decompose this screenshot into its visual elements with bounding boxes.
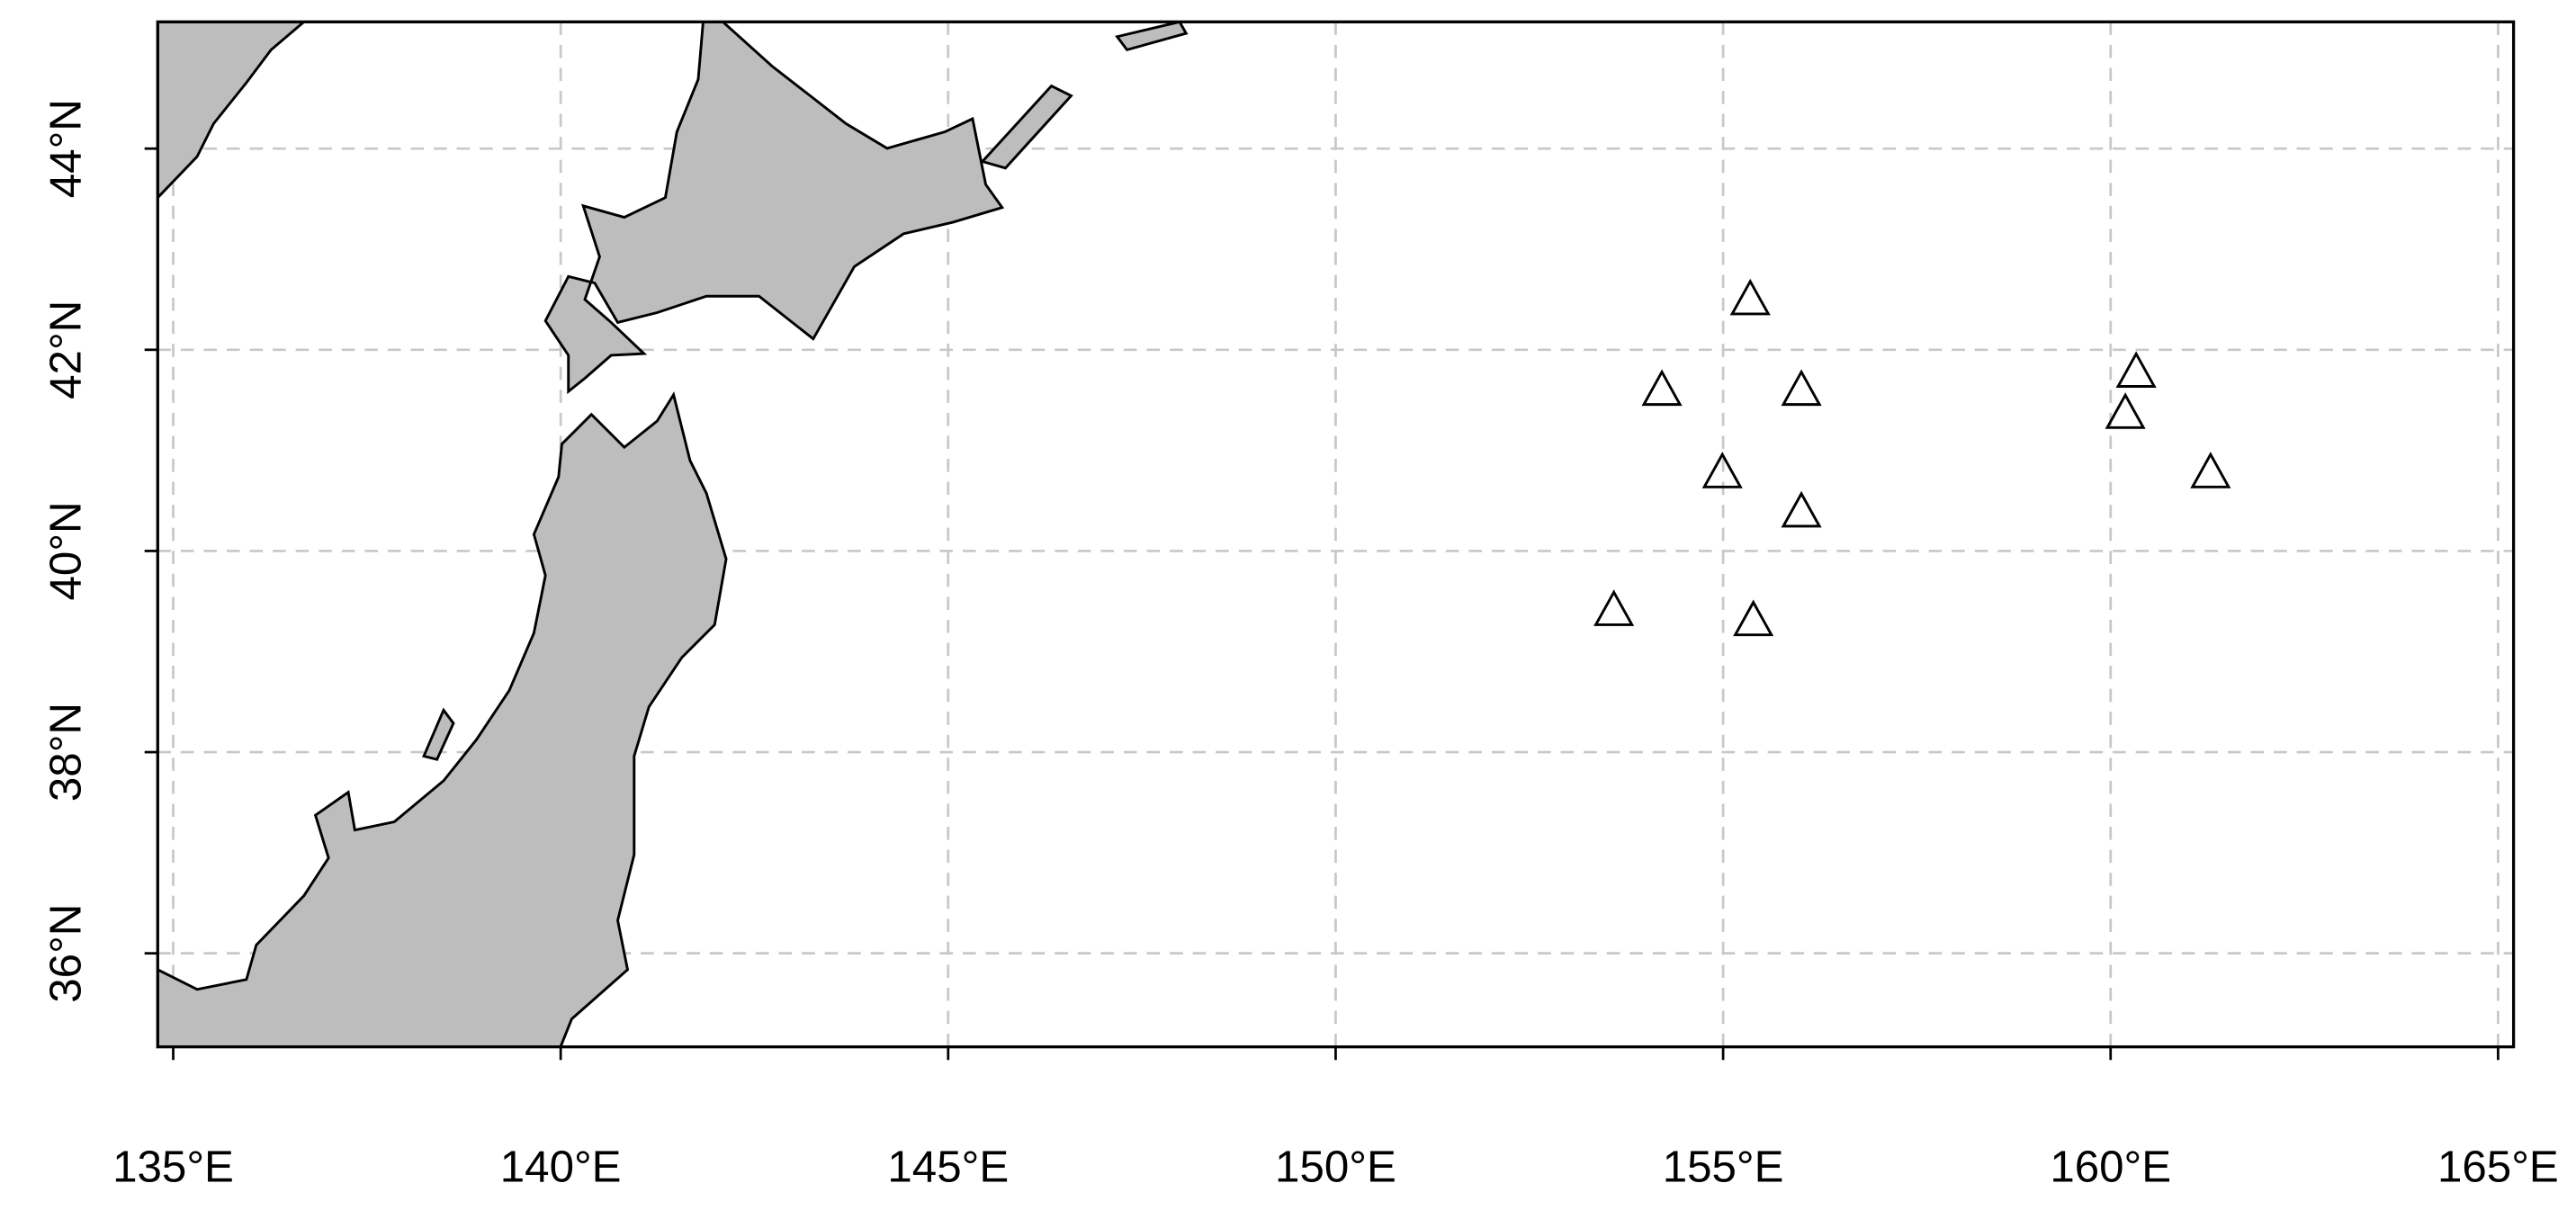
station-marker <box>1593 589 1635 626</box>
y-tick-label: 36°N <box>41 904 91 1003</box>
kurils <box>980 84 1073 170</box>
markers <box>1593 278 2231 637</box>
sado <box>422 707 455 761</box>
station-marker <box>1781 369 1822 407</box>
station-marker <box>1641 369 1683 407</box>
asia-coast <box>157 22 307 200</box>
x-tick-label: 145°E <box>887 1143 1009 1192</box>
x-tick-label: 155°E <box>1663 1143 1784 1192</box>
y-tick-label: 40°N <box>41 501 91 600</box>
x-tick-label: 135°E <box>112 1143 234 1192</box>
station-marker <box>1701 452 1743 488</box>
station-marker <box>2105 392 2146 429</box>
station-marker <box>1781 490 1822 528</box>
islands <box>1115 22 1189 52</box>
y-tick-label: 44°N <box>41 99 91 198</box>
y-tick-label: 38°N <box>41 703 91 802</box>
station-marker <box>2190 452 2231 488</box>
station-marker <box>1729 278 1771 316</box>
y-tick-label: 42°N <box>41 300 91 399</box>
x-tick-label: 160°E <box>2050 1143 2171 1192</box>
honshu <box>157 391 728 1047</box>
station-marker <box>2115 351 2157 388</box>
x-tick-label: 150°E <box>1275 1143 1396 1192</box>
hokkaido <box>543 22 1005 395</box>
x-tick-label: 165°E <box>2437 1143 2559 1192</box>
station-marker <box>1733 599 1774 637</box>
x-tick-label: 140°E <box>500 1143 622 1192</box>
land <box>157 22 1189 1047</box>
